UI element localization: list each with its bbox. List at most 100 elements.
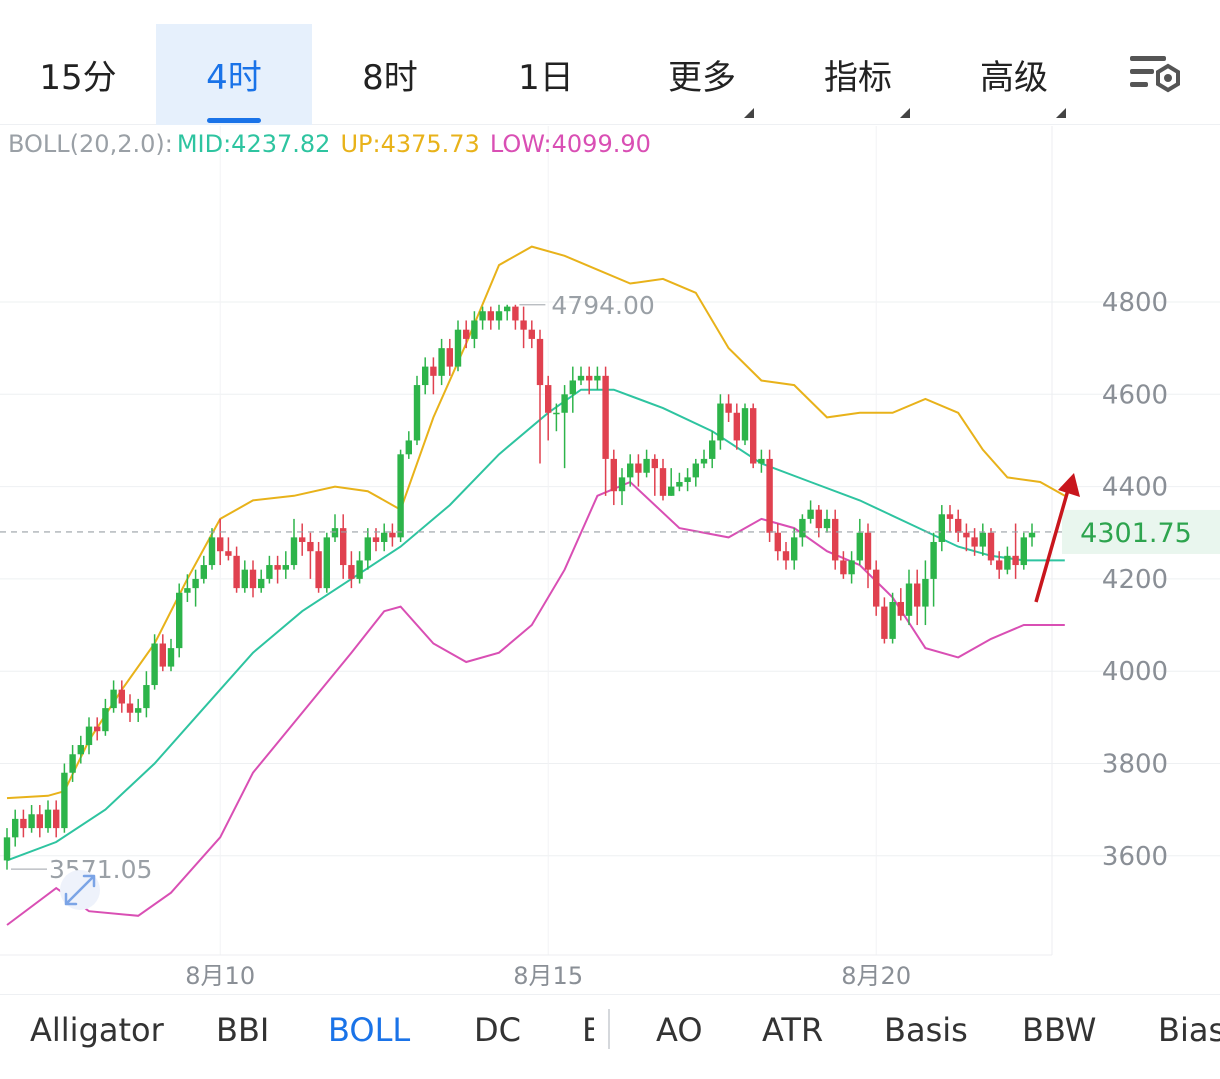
candle-body: [610, 458, 617, 492]
boll-low-value: LOW:4099.90: [489, 130, 651, 158]
candle-body: [471, 320, 478, 339]
candle: [848, 551, 855, 584]
tab-indicators-dropdown[interactable]: 指标: [780, 24, 936, 125]
tab-advanced-dropdown[interactable]: 高级: [936, 24, 1092, 125]
candle-body: [823, 518, 831, 529]
candle-body: [495, 311, 503, 321]
indicator-tab-e[interactable]: E: [582, 1011, 594, 1049]
candle: [20, 809, 27, 838]
candle: [389, 523, 396, 547]
candle-body: [143, 685, 150, 709]
candle: [307, 532, 314, 579]
candle: [766, 449, 773, 542]
dropdown-corner-icon: [900, 108, 910, 118]
tab-more-dropdown[interactable]: 更多: [624, 24, 780, 125]
candle-body: [110, 689, 117, 709]
chart-settings-icon[interactable]: [1126, 50, 1186, 100]
candle-body: [446, 348, 453, 367]
candle: [241, 560, 248, 593]
candle-body: [69, 754, 76, 773]
y-tick-label: 4000: [1102, 657, 1168, 687]
candle: [750, 403, 757, 469]
candle-body: [36, 814, 43, 829]
candle-body: [905, 583, 913, 616]
chart-area[interactable]: 4301.75 4794.00 3571.05 4800 4600 4400 4200 40…: [0, 126, 1220, 994]
candle: [159, 634, 166, 672]
tab-label: 更多: [668, 58, 736, 98]
candle-body: [692, 463, 699, 478]
candle: [299, 523, 306, 556]
candle: [987, 528, 995, 566]
candle: [274, 555, 281, 584]
candle: [635, 454, 642, 487]
y-tick-label: 4200: [1102, 565, 1168, 595]
candle: [823, 509, 831, 533]
tab-1d[interactable]: 1日: [468, 24, 624, 125]
candle: [12, 809, 19, 847]
indicator-tab-atr[interactable]: ATR: [762, 1011, 824, 1049]
indicator-tab-dc[interactable]: DC: [474, 1011, 521, 1049]
candle-body: [487, 311, 494, 321]
candle-body: [381, 532, 388, 542]
candle: [348, 551, 355, 589]
current-price-label: 4301.75: [1080, 518, 1192, 549]
indicator-tab-bbi[interactable]: BBI: [216, 1011, 270, 1049]
indicator-tab-alligator[interactable]: Alligator: [30, 1011, 164, 1049]
candle-body: [782, 551, 790, 561]
candle: [315, 541, 322, 593]
candle: [922, 560, 929, 626]
candle: [282, 551, 289, 579]
candle: [430, 357, 437, 395]
candle: [126, 694, 134, 722]
candle: [1012, 523, 1019, 579]
candle-body: [159, 643, 166, 667]
candle-body: [676, 481, 683, 487]
candle: [528, 320, 535, 349]
candle: [471, 311, 478, 349]
candle: [463, 320, 470, 349]
candle: [873, 560, 880, 616]
candle-body: [815, 509, 822, 529]
indicator-tab-ao[interactable]: AO: [656, 1011, 703, 1049]
candle: [381, 523, 388, 552]
candle: [971, 528, 978, 556]
candle-body: [545, 385, 552, 413]
candle: [627, 454, 634, 487]
indicator-tab-basis[interactable]: Basis: [884, 1011, 968, 1049]
candle-body: [299, 537, 306, 542]
candle: [422, 357, 429, 395]
candle: [930, 532, 937, 607]
candle-body: [856, 532, 863, 561]
candle-body: [307, 541, 314, 552]
candle-body: [577, 375, 585, 381]
tab-15min[interactable]: 15分: [0, 24, 156, 125]
candle-body: [241, 569, 248, 589]
boll-name: BOLL(20,2.0):: [8, 130, 173, 158]
tab-label: 1日: [518, 58, 574, 98]
candle: [504, 304, 511, 321]
candle: [709, 431, 716, 469]
tab-8h[interactable]: 8时: [312, 24, 468, 125]
candle: [487, 306, 494, 330]
tab-4h[interactable]: 4时: [156, 24, 312, 125]
indicator-tab-bias[interactable]: Bias: [1158, 1011, 1220, 1049]
dropdown-corner-icon: [744, 108, 754, 118]
indicator-tab-bbw[interactable]: BBW: [1022, 1011, 1097, 1049]
candle-body: [709, 440, 716, 459]
candle: [774, 523, 781, 561]
candle-body: [553, 412, 560, 415]
candle: [85, 717, 93, 755]
candle: [963, 523, 970, 552]
candle: [217, 518, 224, 566]
candle: [167, 638, 175, 672]
x-tick-label: 8月15: [513, 962, 583, 990]
indicator-tab-boll[interactable]: BOLL: [328, 1011, 411, 1049]
candle-body: [520, 320, 527, 330]
candle-body: [528, 329, 535, 339]
candle-body: [873, 569, 880, 607]
candle: [725, 394, 732, 422]
candle-body: [922, 578, 929, 607]
boll-mid-value: MID:4237.82: [176, 130, 331, 158]
